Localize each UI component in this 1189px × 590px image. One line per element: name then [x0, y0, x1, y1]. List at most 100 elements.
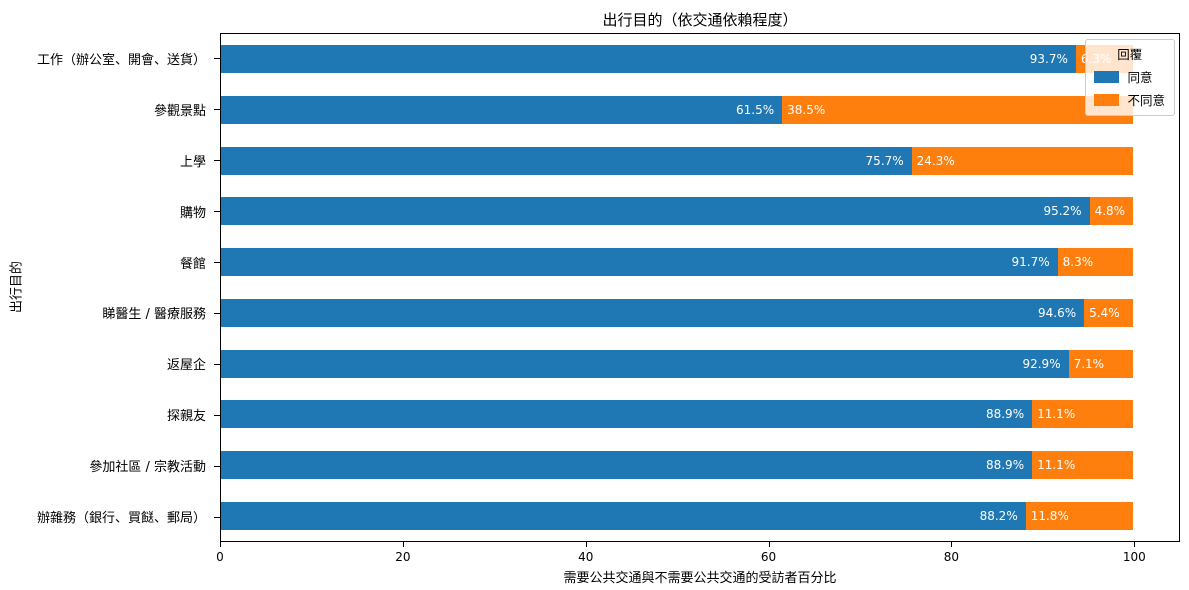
bar-row: 93.7%6.3% [221, 34, 1179, 85]
stacked-bar: 91.7% 8.3% [221, 248, 1179, 277]
x-tick-label: 40 [578, 550, 594, 564]
x-tick-label: 60 [760, 550, 777, 564]
y-tick-label: 參觀景點 [153, 103, 206, 119]
bar-segment-disagree: 11.8% [1025, 501, 1134, 530]
bar-row: 91.7% 8.3% [221, 237, 1179, 288]
bar-row: 92.9% 7.1% [221, 338, 1179, 389]
bar-segment-agree: 93.7% [221, 45, 1076, 74]
bar-segment-disagree: 8.3% [1057, 248, 1134, 277]
stacked-bar: 88.2% 11.8% [221, 501, 1179, 530]
bar-value-label: 88.9% [985, 457, 1025, 472]
bar-value-label: 5.4% [1089, 305, 1120, 320]
y-tick-label: 睇醫生 / 醫療服務 [102, 307, 206, 323]
bar-segment-agree: 61.5% [221, 96, 783, 125]
legend-item: 不同意 [1094, 90, 1165, 109]
bar-value-label: 11.8% [1030, 508, 1069, 523]
bar-segment-disagree: 11.1% [1032, 450, 1134, 479]
x-tick-mark [220, 542, 221, 547]
x-tick-mark [585, 542, 587, 547]
y-tick-label: 購物 [179, 205, 206, 221]
bar-row: 94.6% 5.4% [221, 288, 1179, 339]
bar-value-label: 11.1% [1037, 407, 1076, 422]
x-tick-label: 100 [1122, 550, 1146, 564]
bar-value-label: 7.1% [1073, 356, 1105, 371]
stacked-bar: 92.9% 7.1% [221, 349, 1179, 378]
y-tick-mark [214, 414, 220, 416]
x-tick-mark [402, 542, 404, 547]
stacked-bar: 93.7%6.3% [221, 45, 1179, 74]
bar-value-label: 4.8% [1094, 204, 1126, 219]
bar-segment-disagree: 38.5% [782, 96, 1134, 125]
x-tick-label: 80 [943, 550, 960, 564]
bar-value-label: 94.6% [1037, 305, 1077, 320]
bar-value-label: 91.7% [1011, 255, 1050, 270]
y-tick-mark [214, 160, 220, 162]
bar-row: 88.9% 11.1% [221, 389, 1179, 440]
bar-value-label: 88.2% [979, 508, 1018, 523]
y-tick-label: 上學 [179, 154, 206, 170]
bar-value-label: 24.3% [916, 153, 955, 168]
bar-row: 61.5% 38.5% [221, 85, 1179, 136]
bar-value-label: 61.5% [735, 103, 775, 118]
y-tick-label: 探親友 [166, 409, 206, 425]
stacked-bar: 95.2% 4.8% [221, 197, 1179, 226]
y-tick-label: 辦雜務（銀行、買餸、郵局） [36, 511, 206, 527]
bar-segment-agree: 75.7% [221, 146, 912, 175]
x-tick-mark [768, 542, 770, 547]
bar-value-label: 38.5% [787, 103, 826, 118]
bar-segment-disagree: 4.8% [1089, 197, 1134, 226]
y-tick-mark [214, 109, 220, 111]
y-axis-tick-labels: 工作（辦公室、開會、送貨） 參觀景點 上學 購物 餐館 睇醫生 / 醫療服務 返屋企 探親友參… [0, 33, 206, 542]
legend-label: 不同意 [1127, 93, 1165, 108]
y-tick-mark [214, 58, 220, 60]
y-tick-mark [214, 312, 220, 314]
bar-row: 75.7% 24.3% [221, 135, 1179, 186]
bar-segment-agree: 92.9% [221, 349, 1069, 378]
stacked-bar: 88.9% 11.1% [221, 400, 1179, 429]
legend-swatch [1094, 70, 1120, 83]
legend-items: 同意 不同意 [1094, 67, 1165, 109]
y-tick-label: 返屋企 [166, 358, 206, 374]
y-tick-label: 餐館 [179, 256, 206, 272]
x-tick-mark [951, 542, 953, 547]
y-tick-mark [214, 363, 220, 365]
bar-row: 88.2% 11.8% [221, 490, 1179, 541]
bar-value-label: 11.1% [1037, 457, 1076, 472]
bar-segment-agree: 88.9% [221, 400, 1033, 429]
bar-row: 95.2% 4.8% [221, 186, 1179, 237]
legend-item: 同意 [1094, 67, 1165, 86]
y-axis-ticks [214, 33, 220, 542]
bar-value-label: 75.7% [865, 153, 904, 168]
legend: 回覆 同意 不同意 [1085, 39, 1175, 116]
bar-row: 88.9% 11.1% [221, 440, 1179, 491]
x-tick-label: 0 [216, 550, 224, 564]
legend-label: 同意 [1127, 70, 1153, 85]
x-axis-title: 需要公共交通與不需要公共交通的受訪者百分比 [563, 571, 837, 586]
stacked-bar: 61.5% 38.5% [221, 96, 1179, 125]
bar-segment-disagree: 24.3% [911, 146, 1134, 175]
bar-segment-agree: 88.9% [221, 450, 1033, 479]
y-tick-label: 參加社區 / 宗教活動 [89, 460, 206, 476]
bar-value-label: 8.3% [1062, 255, 1094, 270]
legend-swatch [1094, 93, 1120, 106]
stacked-bar: 94.6% 5.4% [221, 298, 1179, 327]
stacked-bar: 88.9% 11.1% [221, 450, 1179, 479]
bar-value-label: 95.2% [1043, 204, 1082, 219]
bar-segment-disagree: 11.1% [1032, 400, 1134, 429]
bar-segment-agree: 91.7% [221, 248, 1058, 277]
bar-value-label: 93.7% [1029, 52, 1068, 67]
y-tick-mark [214, 262, 220, 264]
x-tick-mark [1134, 542, 1136, 547]
x-tick-label: 20 [395, 550, 411, 564]
y-tick-mark [214, 465, 220, 467]
stacked-bar: 75.7% 24.3% [221, 146, 1179, 175]
bar-value-label: 92.9% [1022, 356, 1061, 371]
bar-value-label: 88.9% [985, 407, 1025, 422]
bar-segment-disagree: 7.1% [1068, 349, 1134, 378]
x-axis: 0 20 40 60 80 100 [216, 542, 1180, 572]
y-tick-mark [214, 516, 220, 518]
bar-segment-disagree: 5.4% [1084, 298, 1134, 327]
bar-segment-agree: 88.2% [221, 501, 1026, 530]
